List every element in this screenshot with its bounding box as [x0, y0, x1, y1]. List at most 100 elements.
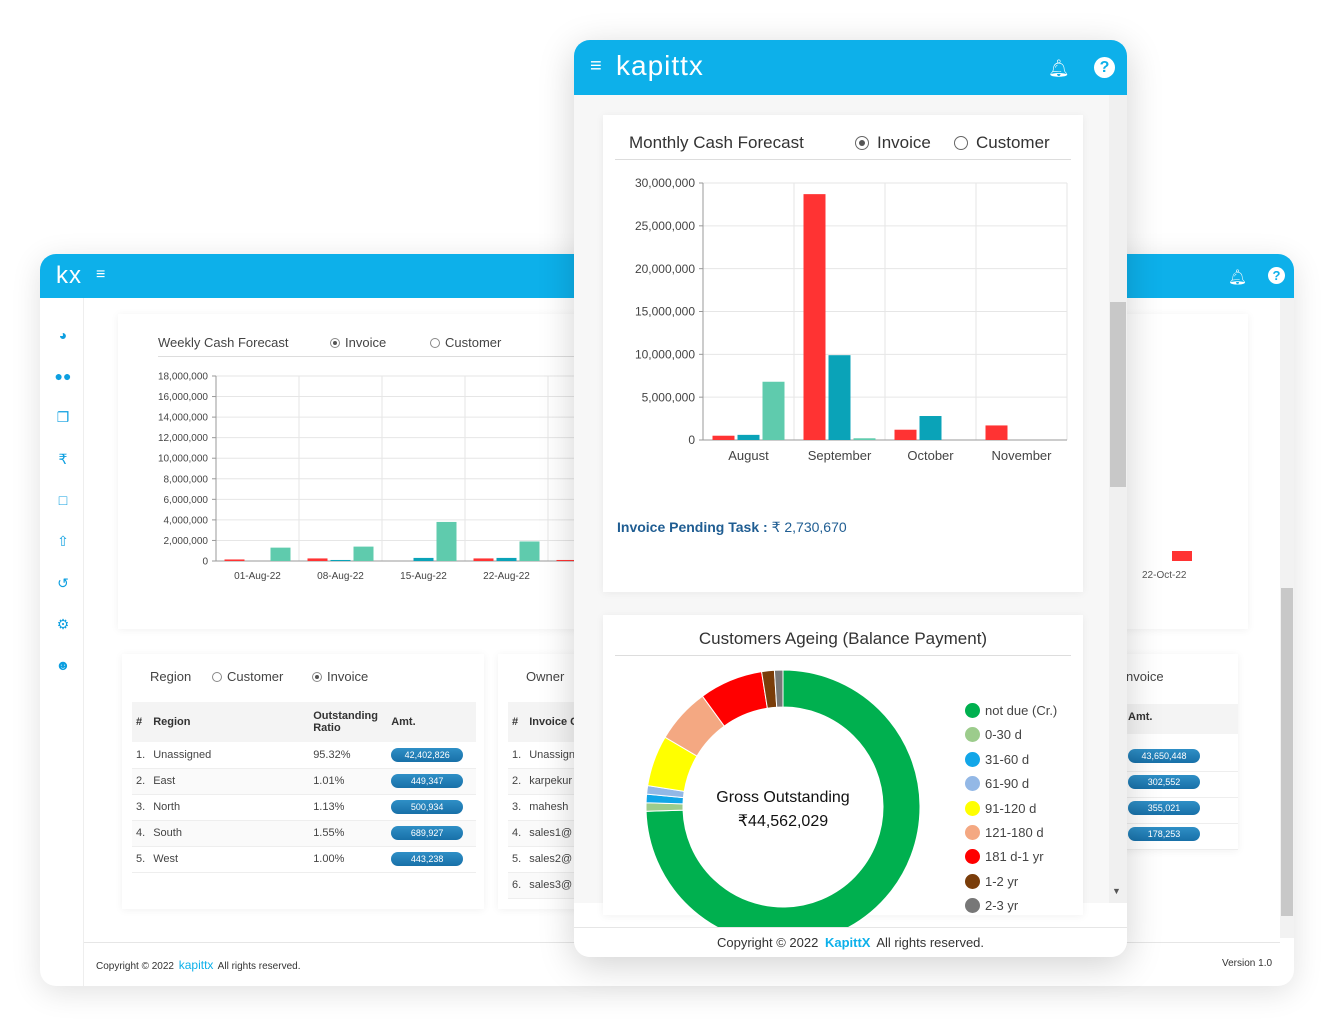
legend-label: 121-180 d: [985, 824, 1044, 840]
donut-center-label: Gross Outstanding: [716, 789, 850, 806]
right-table-header[interactable]: Amt.: [1120, 704, 1238, 734]
bar-mint-0: [762, 381, 785, 440]
documents-icon[interactable]: ❐: [56, 409, 70, 425]
dashboard-icon[interactable]: ◕: [58, 327, 68, 343]
region-col-region[interactable]: Region: [149, 702, 310, 742]
region-col-amt[interactable]: Amt.: [387, 702, 476, 742]
weekly-right-tick: 22-Oct-22: [1142, 570, 1187, 581]
amount-badge[interactable]: 355,021: [1128, 801, 1200, 815]
legend-item[interactable]: 0-30 d: [965, 727, 1085, 751]
legend-item[interactable]: 2-3 yr: [965, 898, 1085, 922]
legend-item[interactable]: 61-90 d: [965, 776, 1085, 800]
front-scrollbar[interactable]: [1109, 95, 1127, 903]
row-num: 3.: [508, 794, 526, 821]
right-table-label: nvoice: [1126, 669, 1164, 684]
weekly-radio-invoice[interactable]: Invoice: [330, 335, 386, 350]
bar-teal-2: [919, 416, 942, 440]
region-table-row[interactable]: 5. West 1.00% 443,238: [132, 846, 476, 873]
legend-item[interactable]: 31-60 d: [965, 751, 1085, 776]
legend-label: not due (Cr.): [985, 703, 1058, 718]
profile-icon[interactable]: ☻: [55, 657, 71, 673]
hamburger-menu-icon[interactable]: ≡: [590, 55, 602, 77]
region-radio-invoice[interactable]: Invoice: [312, 669, 368, 684]
back-footer-brand[interactable]: kapittx: [178, 958, 214, 972]
rupee-icon[interactable]: ₹: [58, 451, 68, 467]
donut-slice-8: [773, 669, 784, 708]
x-tick-label: November: [992, 448, 1053, 463]
donut-center-value: ₹44,562,029: [737, 813, 829, 830]
right-table-row[interactable]: 43,650,448: [1120, 746, 1238, 772]
legend-swatch: [965, 727, 980, 743]
monthly-radio-customer[interactable]: Customer: [954, 133, 1050, 153]
amount-badge[interactable]: 302,552: [1128, 775, 1200, 789]
legend-item[interactable]: 1-2 yr: [965, 873, 1085, 898]
legend-swatch: [965, 751, 980, 767]
invoice-file-icon[interactable]: □: [58, 492, 68, 508]
weekly-title: Weekly Cash Forecast: [158, 335, 289, 350]
legend-item[interactable]: 121-180 d: [965, 824, 1085, 849]
users-icon[interactable]: ●●: [54, 368, 72, 384]
history-icon[interactable]: ↺: [57, 575, 69, 591]
row-ratio: 1.55%: [309, 820, 388, 847]
x-tick-label: 08-Aug-22: [317, 571, 364, 582]
legend-label: 31-60 d: [985, 751, 1030, 767]
region-radio-customer[interactable]: Customer: [212, 669, 283, 684]
y-tick-label: 20,000,000: [635, 262, 695, 276]
front-scrollbar-thumb[interactable]: [1110, 302, 1126, 487]
settings-icon[interactable]: ⚙: [56, 616, 70, 632]
y-tick-label: 5,000,000: [642, 390, 696, 404]
row-num: 5.: [508, 846, 526, 873]
monthly-radio-invoice[interactable]: Invoice: [855, 133, 931, 153]
right-table-row[interactable]: 355,021: [1120, 798, 1238, 824]
amount-badge[interactable]: 43,650,448: [1128, 749, 1200, 763]
ageing-title: Customers Ageing (Balance Payment): [698, 629, 988, 648]
x-tick-label: 22-Aug-22: [483, 571, 530, 582]
bar-mint-1: [353, 546, 374, 561]
bar-red-4: [556, 559, 577, 561]
x-tick-label: August: [728, 448, 769, 463]
bell-icon[interactable]: 🔔︎: [1048, 59, 1070, 78]
help-icon[interactable]: ?: [1094, 57, 1115, 78]
amount-badge[interactable]: 689,927: [391, 826, 464, 840]
owner-label: Owner: [526, 669, 565, 684]
right-table-row[interactable]: 302,552: [1120, 772, 1238, 798]
back-logo[interactable]: kx: [56, 262, 82, 289]
region-col-ratio[interactable]: Outstanding Ratio: [309, 702, 388, 742]
ageing-donut-chart: [645, 669, 921, 945]
y-tick-label: 10,000,000: [158, 454, 208, 465]
amount-badge[interactable]: 178,253: [1128, 827, 1200, 841]
bell-icon[interactable]: 🔔︎: [1228, 269, 1248, 286]
amount-badge[interactable]: 42,402,826: [391, 747, 464, 762]
monthly-title: Monthly Cash Forecast: [629, 133, 804, 152]
region-table-row[interactable]: 4. South 1.55% 689,927: [132, 820, 476, 847]
legend-item[interactable]: 91-120 d: [965, 800, 1085, 825]
y-tick-label: 12,000,000: [158, 433, 208, 444]
amount-badge[interactable]: 449,347: [391, 774, 464, 788]
help-icon[interactable]: ?: [1268, 267, 1285, 284]
legend-item[interactable]: not due (Cr.): [965, 703, 1085, 727]
right-table-row[interactable]: 178,253: [1120, 824, 1238, 850]
region-table-row[interactable]: 3. North 1.13% 500,934: [132, 794, 476, 821]
region-label: Region: [150, 669, 192, 684]
invoice-pending-task[interactable]: Invoice Pending Task : ₹ 2,730,670: [617, 519, 847, 535]
row-num: 1.: [132, 742, 150, 769]
upload-icon[interactable]: ⇧: [57, 533, 69, 549]
front-footer-brand[interactable]: KapittX: [824, 935, 871, 950]
back-scrollbar-thumb[interactable]: [1281, 588, 1293, 916]
legend-swatch: [965, 898, 980, 914]
row-ratio: 95.32%: [309, 742, 388, 769]
amount-badge[interactable]: 443,238: [391, 852, 464, 866]
weekly-radio-customer[interactable]: Customer: [430, 335, 501, 350]
legend-item[interactable]: 181 d-1 yr: [965, 849, 1085, 873]
legend-label: 61-90 d: [985, 776, 1030, 792]
hamburger-menu-icon[interactable]: ≡: [96, 266, 106, 283]
scroll-down-arrow-icon[interactable]: ▼: [1112, 886, 1121, 896]
region-table-row[interactable]: 2. East 1.01% 449,347: [132, 768, 476, 795]
row-num: 3.: [132, 794, 150, 821]
region-table-row[interactable]: 1. Unassigned 95.32% 42,402,826: [132, 742, 476, 769]
x-tick-label: September: [808, 448, 872, 463]
ageing-legend: not due (Cr.) 0-30 d 31-60 d 61-90 d 91-120 …: [965, 703, 1085, 923]
front-logo[interactable]: kapittx: [616, 50, 704, 81]
x-tick-label: 15-Aug-22: [400, 571, 447, 582]
amount-badge[interactable]: 500,934: [391, 800, 464, 814]
